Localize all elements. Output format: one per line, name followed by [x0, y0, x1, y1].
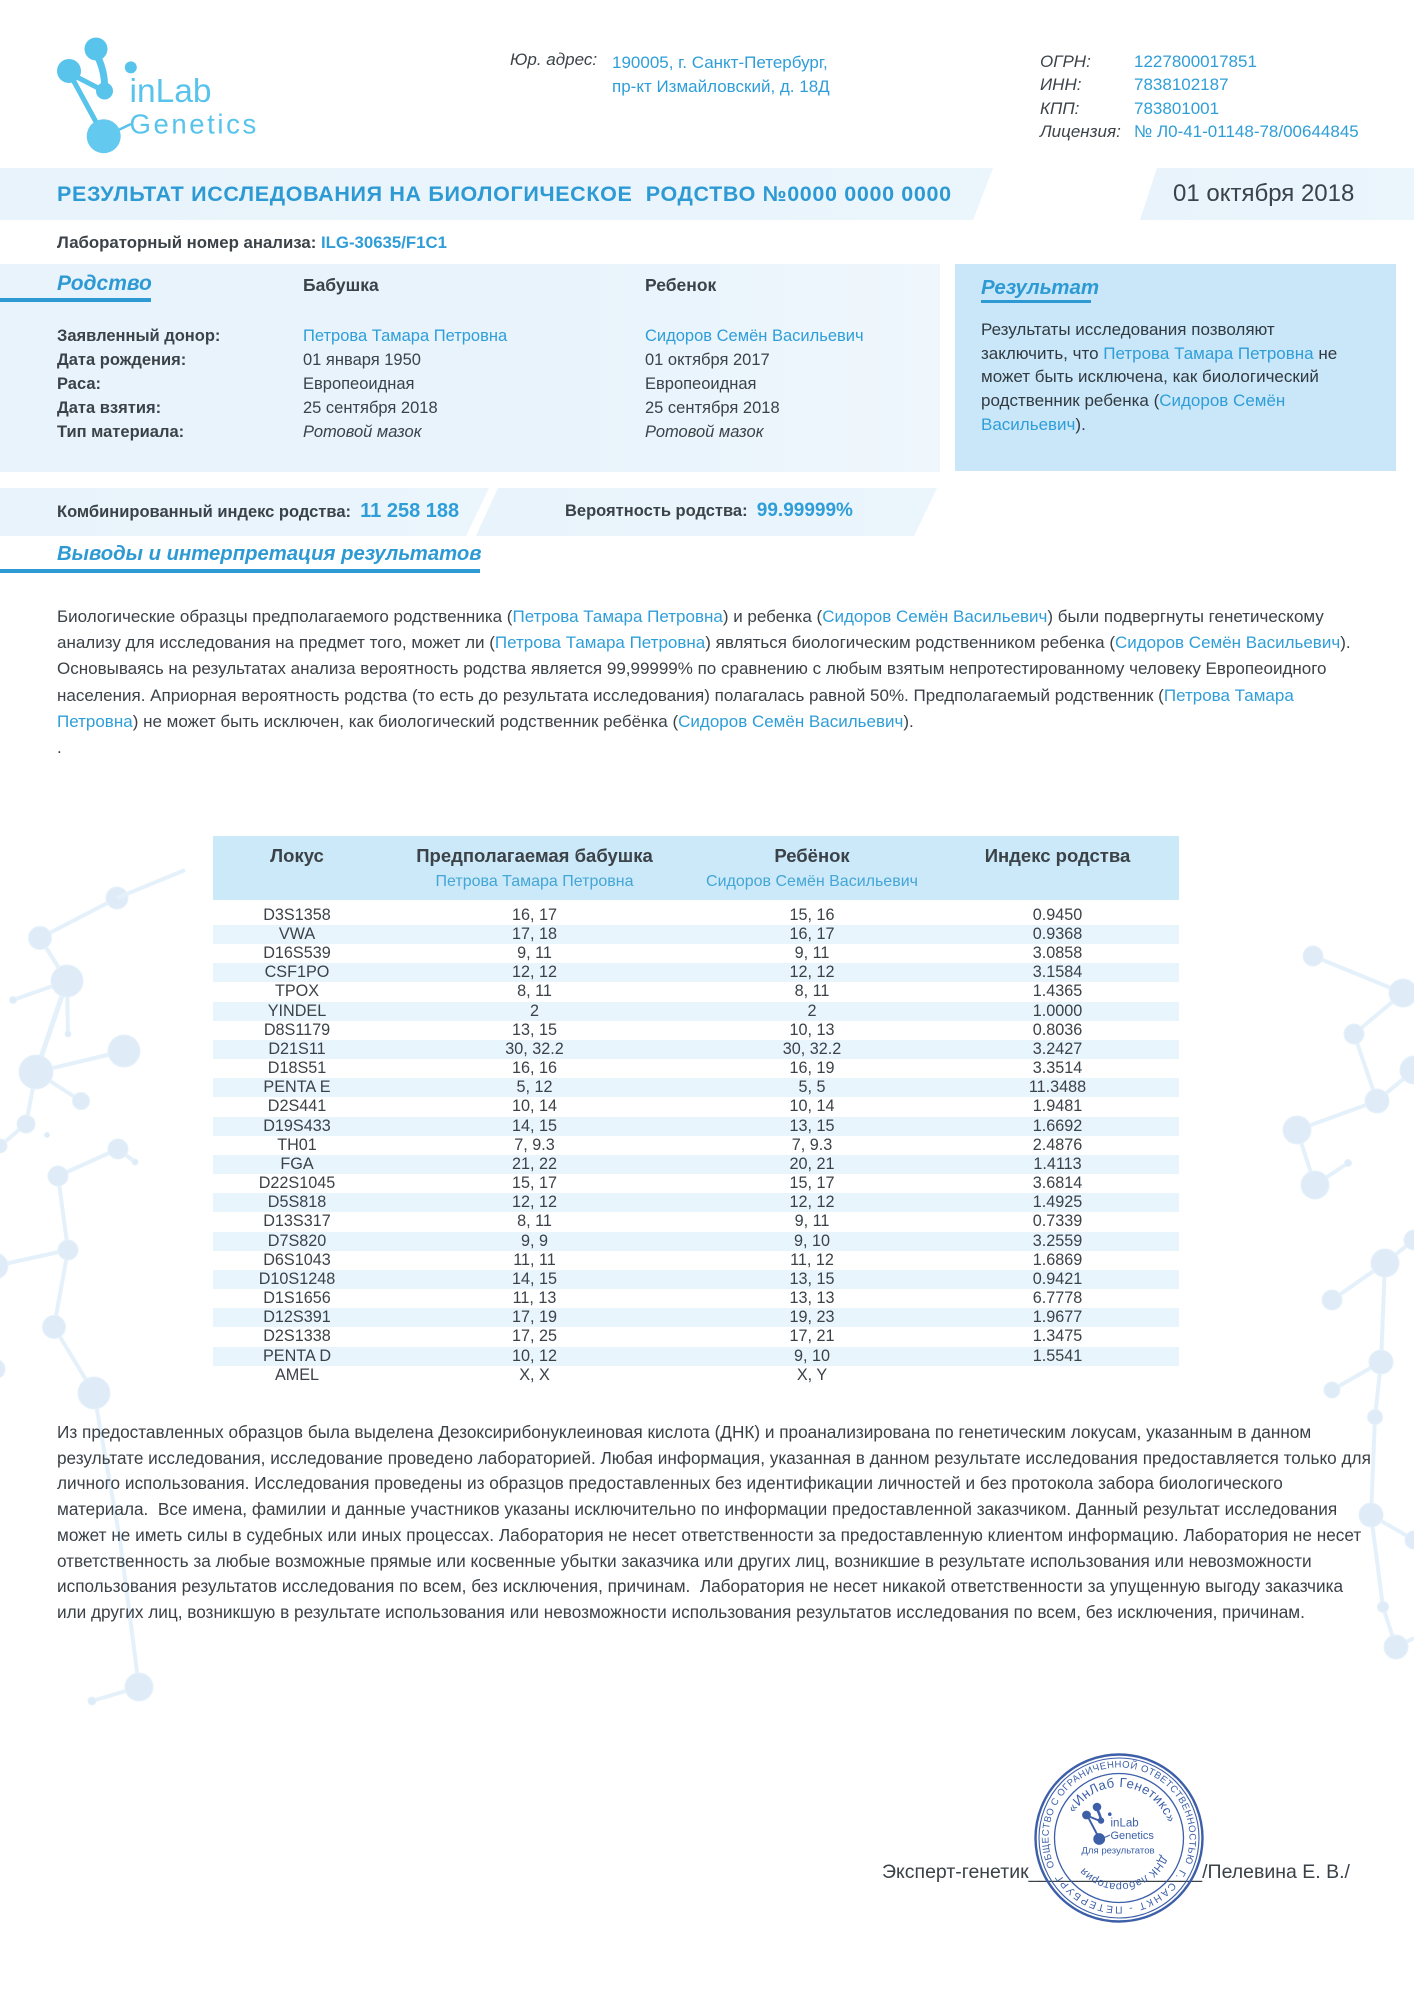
- svg-text:Genetics: Genetics: [130, 109, 259, 140]
- svg-text:Для результатов: Для результатов: [1081, 1846, 1154, 1857]
- svg-text:inLab: inLab: [1111, 1818, 1139, 1830]
- svg-text:ДНК лаборатория: ДНК лаборатория: [1078, 1854, 1170, 1893]
- svg-text:inLab: inLab: [130, 73, 212, 110]
- svg-text:Genetics: Genetics: [1111, 1830, 1155, 1842]
